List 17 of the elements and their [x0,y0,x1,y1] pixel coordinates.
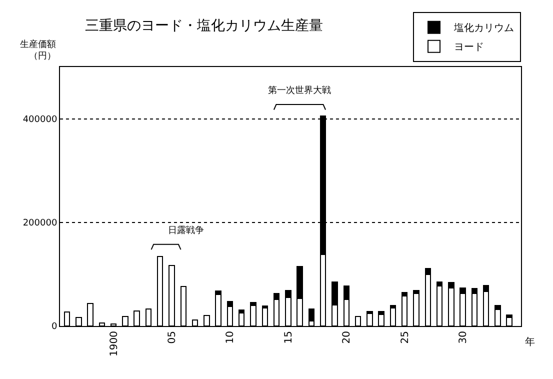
x-tick-label: 15 [283,331,294,344]
x-tick-label: 25 [400,331,411,344]
legend-label: ヨード [454,42,484,54]
x-tick-label: 1900 [108,331,120,356]
x-tick-label: 20 [342,331,353,344]
chart-title: 三重県のヨード・塩化カリウム生産量 [85,18,323,34]
x-tick-label: 30 [458,331,470,344]
legend-label: 塩化カリウム [453,22,514,34]
y-tick-label: 200000 [22,218,58,229]
y-tick-label: 0 [51,322,58,332]
y-axis-title: 生産価額（円） [20,39,56,62]
annotation: 日露戦争 [168,225,204,236]
y-tick-label: 400000 [22,114,58,125]
x-axis-title: 年 [525,336,535,348]
x-tick-label: 05 [167,331,178,344]
annotation: 第一次世界大戦 [268,85,331,96]
x-tick-label: 10 [225,331,236,344]
